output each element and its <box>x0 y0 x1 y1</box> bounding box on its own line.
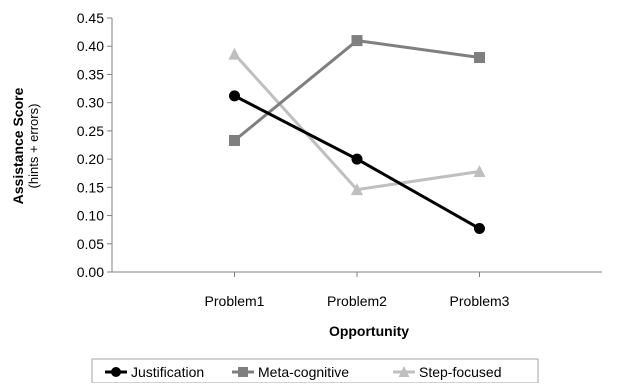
legend-box <box>91 358 539 384</box>
y-ticks: 0.00 0.05 0.10 0.15 0.20 0.25 0.30 0.35 0.40 0.45 <box>77 10 112 280</box>
series-line <box>233 39 480 142</box>
x-category-label: Problem3 <box>450 293 510 309</box>
x-category-labels: Problem1 Problem2 Problem3 <box>205 272 510 309</box>
legend-item: Meta-cognitive <box>232 364 349 380</box>
data-point-triangle <box>228 47 241 60</box>
series-meta-cognitive <box>229 35 485 146</box>
data-point-circle <box>351 153 363 165</box>
data-point-circle <box>474 223 485 235</box>
y-tick-label: 0.45 <box>77 10 104 26</box>
series-line <box>233 53 480 192</box>
series-step-focused <box>228 47 486 196</box>
y-tick-label: 0.05 <box>77 236 104 252</box>
y-axis-title: Assistance Score <box>10 87 26 204</box>
series-justification <box>229 90 485 235</box>
data-point-square <box>474 52 485 64</box>
data-point-triangle <box>473 165 486 178</box>
data-point-circle <box>229 90 240 102</box>
legend-item: Step-focused <box>393 364 502 380</box>
y-axis-title-group: Assistance Score (hints + errors) <box>10 87 41 204</box>
y-tick-label: 0.10 <box>77 208 104 224</box>
legend: Justification Meta-cognitive Step-focused <box>91 358 539 384</box>
series-lines <box>228 35 486 235</box>
data-point-square <box>351 35 363 47</box>
y-tick-label: 0.00 <box>77 264 104 280</box>
x-category-label: Problem1 <box>205 293 265 309</box>
data-point-circle <box>111 367 121 377</box>
y-tick-label: 0.25 <box>77 123 104 139</box>
data-point-triangle <box>398 366 410 377</box>
y-tick-label: 0.20 <box>77 151 104 167</box>
legend-label: Justification <box>131 364 204 380</box>
y-tick-label: 0.35 <box>77 66 104 82</box>
axes <box>111 18 602 273</box>
y-tick-label: 0.15 <box>77 179 104 195</box>
legend-label: Meta-cognitive <box>258 364 349 380</box>
data-point-square <box>229 134 240 146</box>
legend-item: Justification <box>105 364 204 380</box>
y-axis-subtitle: (hints + errors) <box>26 104 41 189</box>
y-tick-label: 0.30 <box>77 95 104 111</box>
data-point-triangle <box>350 183 364 196</box>
legend-label: Step-focused <box>419 364 502 380</box>
y-tick-label: 0.40 <box>77 38 104 54</box>
x-axis-title: Opportunity <box>329 323 409 339</box>
data-point-square <box>238 367 248 377</box>
x-category-label: Problem2 <box>327 293 387 309</box>
